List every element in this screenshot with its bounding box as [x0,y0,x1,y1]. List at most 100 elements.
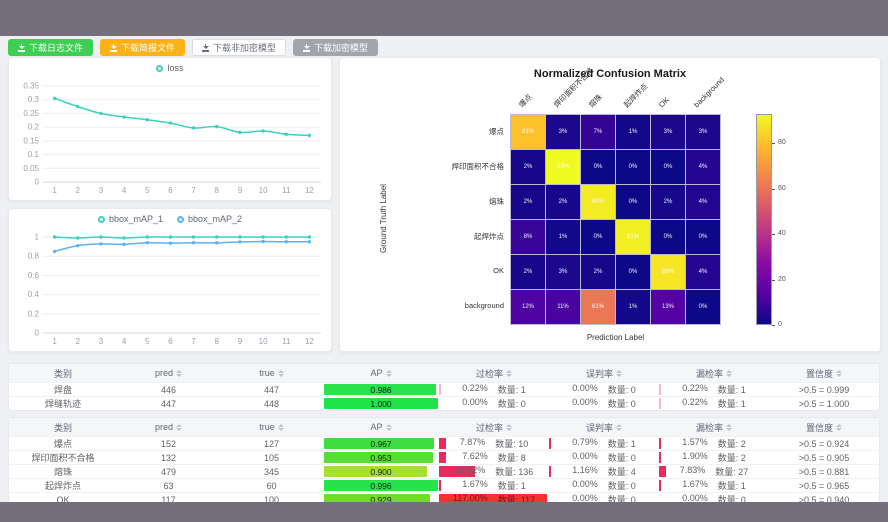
cm-col-label: 爆点 [516,92,534,110]
pred-cell: 479 [160,466,177,477]
true-cell: 100 [263,494,280,505]
column-header-置信度[interactable]: 置信度 [769,418,879,436]
download-toolbar: 下载日志文件 下载简报文件 下载非加密模型 下载加密模型 [8,39,379,56]
svg-text:10: 10 [259,186,268,195]
cm-cell: 2% [511,255,545,289]
sort-icon[interactable] [506,423,512,431]
svg-text:0.2: 0.2 [28,123,40,132]
rate-text: 0.22% 数量: 1 [462,383,526,396]
legend-item-bbox_mAP_2[interactable]: bbox_mAP_2 [177,214,242,224]
sort-icon[interactable] [176,369,182,377]
sort-icon[interactable] [176,423,182,431]
column-header-true[interactable]: true [220,364,323,382]
confidence-cell: >0.5 = 0.965 [798,480,850,491]
rate-bar [439,494,547,505]
column-header-label: AP [370,422,383,432]
rate-count: 数量: 0 [607,495,636,505]
svg-text:0.2: 0.2 [28,309,40,318]
column-header-漏检率[interactable]: 漏检率 [659,418,769,436]
true-cell: 448 [263,398,280,409]
column-header-ap[interactable]: AP [323,364,439,382]
rate-percent: 1.67% [462,479,488,489]
rate-percent: 7.83% [679,465,706,475]
ap-value: 0.900 [370,466,392,477]
column-header-置信度[interactable]: 置信度 [769,364,879,382]
cm-cell: 13% [651,290,685,324]
ap-value: 0.929 [370,494,392,505]
sort-down-caret [506,373,512,377]
column-header-误判率[interactable]: 误判率 [549,418,659,436]
svg-text:3: 3 [99,186,104,195]
cm-colorbar-tick-mark [772,188,775,190]
pred-cell: 132 [160,452,177,463]
rate-percent: 0.00% [572,397,598,407]
column-header-pred[interactable]: pred [117,364,220,382]
download-icon [202,43,210,52]
rate-percent: 0.00% [572,383,598,393]
sort-icon[interactable] [277,369,284,377]
column-header-误判率[interactable]: 误判率 [549,364,659,382]
sort-down-caret [616,427,622,431]
column-header-label: AP [370,368,383,378]
table-row: 焊印面积不合格 132 105 0.953 7.62% 数量: 8 0.00% 数量: 0 1.… [9,451,879,465]
download-unencrypted-model-button[interactable]: 下载非加密模型 [192,39,287,56]
sort-icon[interactable] [277,423,284,431]
column-header-ap[interactable]: AP [323,418,439,436]
sort-icon[interactable] [385,423,392,431]
map-chart-legend: bbox_mAP_1 bbox_mAP_2 [9,214,331,224]
download-encrypted-model-button[interactable]: 下载加密模型 [293,39,379,56]
svg-text:1: 1 [52,337,57,346]
sort-icon[interactable] [506,369,512,377]
sort-icon[interactable] [385,369,392,377]
rate-text: 1.57% 数量: 2 [682,437,746,450]
sort-up-caret [836,423,842,427]
cm-col-label: 起焊炸点 [621,81,650,110]
column-header-漏检率[interactable]: 漏检率 [659,364,769,382]
column-header-过检率[interactable]: 过检率 [439,418,549,436]
sort-down-caret [616,373,622,377]
rate-count: 数量: 1 [717,385,746,395]
charts-column: loss 0 0.05 0.1 0.15 0.2 0.25 0.3 0.35 1 2 3 4 5 6 7 8 9… [8,57,332,352]
svg-text:7: 7 [191,186,196,195]
sort-icon[interactable] [836,369,842,377]
pred-cell: 447 [160,398,177,409]
sort-icon[interactable] [726,423,732,431]
sort-icon[interactable] [726,369,732,377]
cm-cell: 4% [686,185,720,219]
misjudge-cell: 1.16% 数量: 4 [549,465,659,478]
rate-bar [659,398,661,409]
rate-bar [549,438,551,449]
rate-text: 0.00% 数量: 0 [682,493,746,506]
column-header-pred[interactable]: pred [117,418,220,436]
true-cell: 105 [263,452,280,463]
cm-cell: 7% [581,115,615,149]
confidence-cell: >0.5 = 0.940 [798,494,850,505]
sort-icon[interactable] [616,423,622,431]
rate-text: 0.22% 数量: 1 [682,397,746,410]
rate-text: 7.62% 数量: 8 [462,451,526,464]
cm-cell: 4% [686,255,720,289]
ap-cell: 0.986 [323,383,439,396]
rate-text: 117.00% 数量: 117 [453,493,535,506]
sort-icon[interactable] [616,369,622,377]
sort-down-caret [726,373,732,377]
svg-text:4: 4 [122,186,127,195]
ap-bar [324,466,427,477]
misjudge-cell: 0.00% 数量: 0 [549,397,659,410]
legend-item-loss[interactable]: loss [156,63,184,73]
cm-cell: 0% [581,150,615,184]
bottom-bar [0,502,888,522]
sort-up-caret [616,369,622,373]
legend-item-bbox_mAP_1[interactable]: bbox_mAP_1 [97,214,163,224]
over-detect-cell: 0.00% 数量: 0 [439,397,549,410]
sort-icon[interactable] [836,423,842,431]
column-header-过检率[interactable]: 过检率 [439,364,549,382]
column-header-true[interactable]: true [220,418,323,436]
cm-cell: 90% [581,185,615,219]
svg-text:6: 6 [168,186,173,195]
download-report-button[interactable]: 下载简报文件 [100,39,186,56]
download-log-button[interactable]: 下载日志文件 [8,39,94,56]
cm-col-label: 熔珠 [586,92,604,110]
cm-cell: 1% [616,290,650,324]
rate-bar [659,452,661,463]
